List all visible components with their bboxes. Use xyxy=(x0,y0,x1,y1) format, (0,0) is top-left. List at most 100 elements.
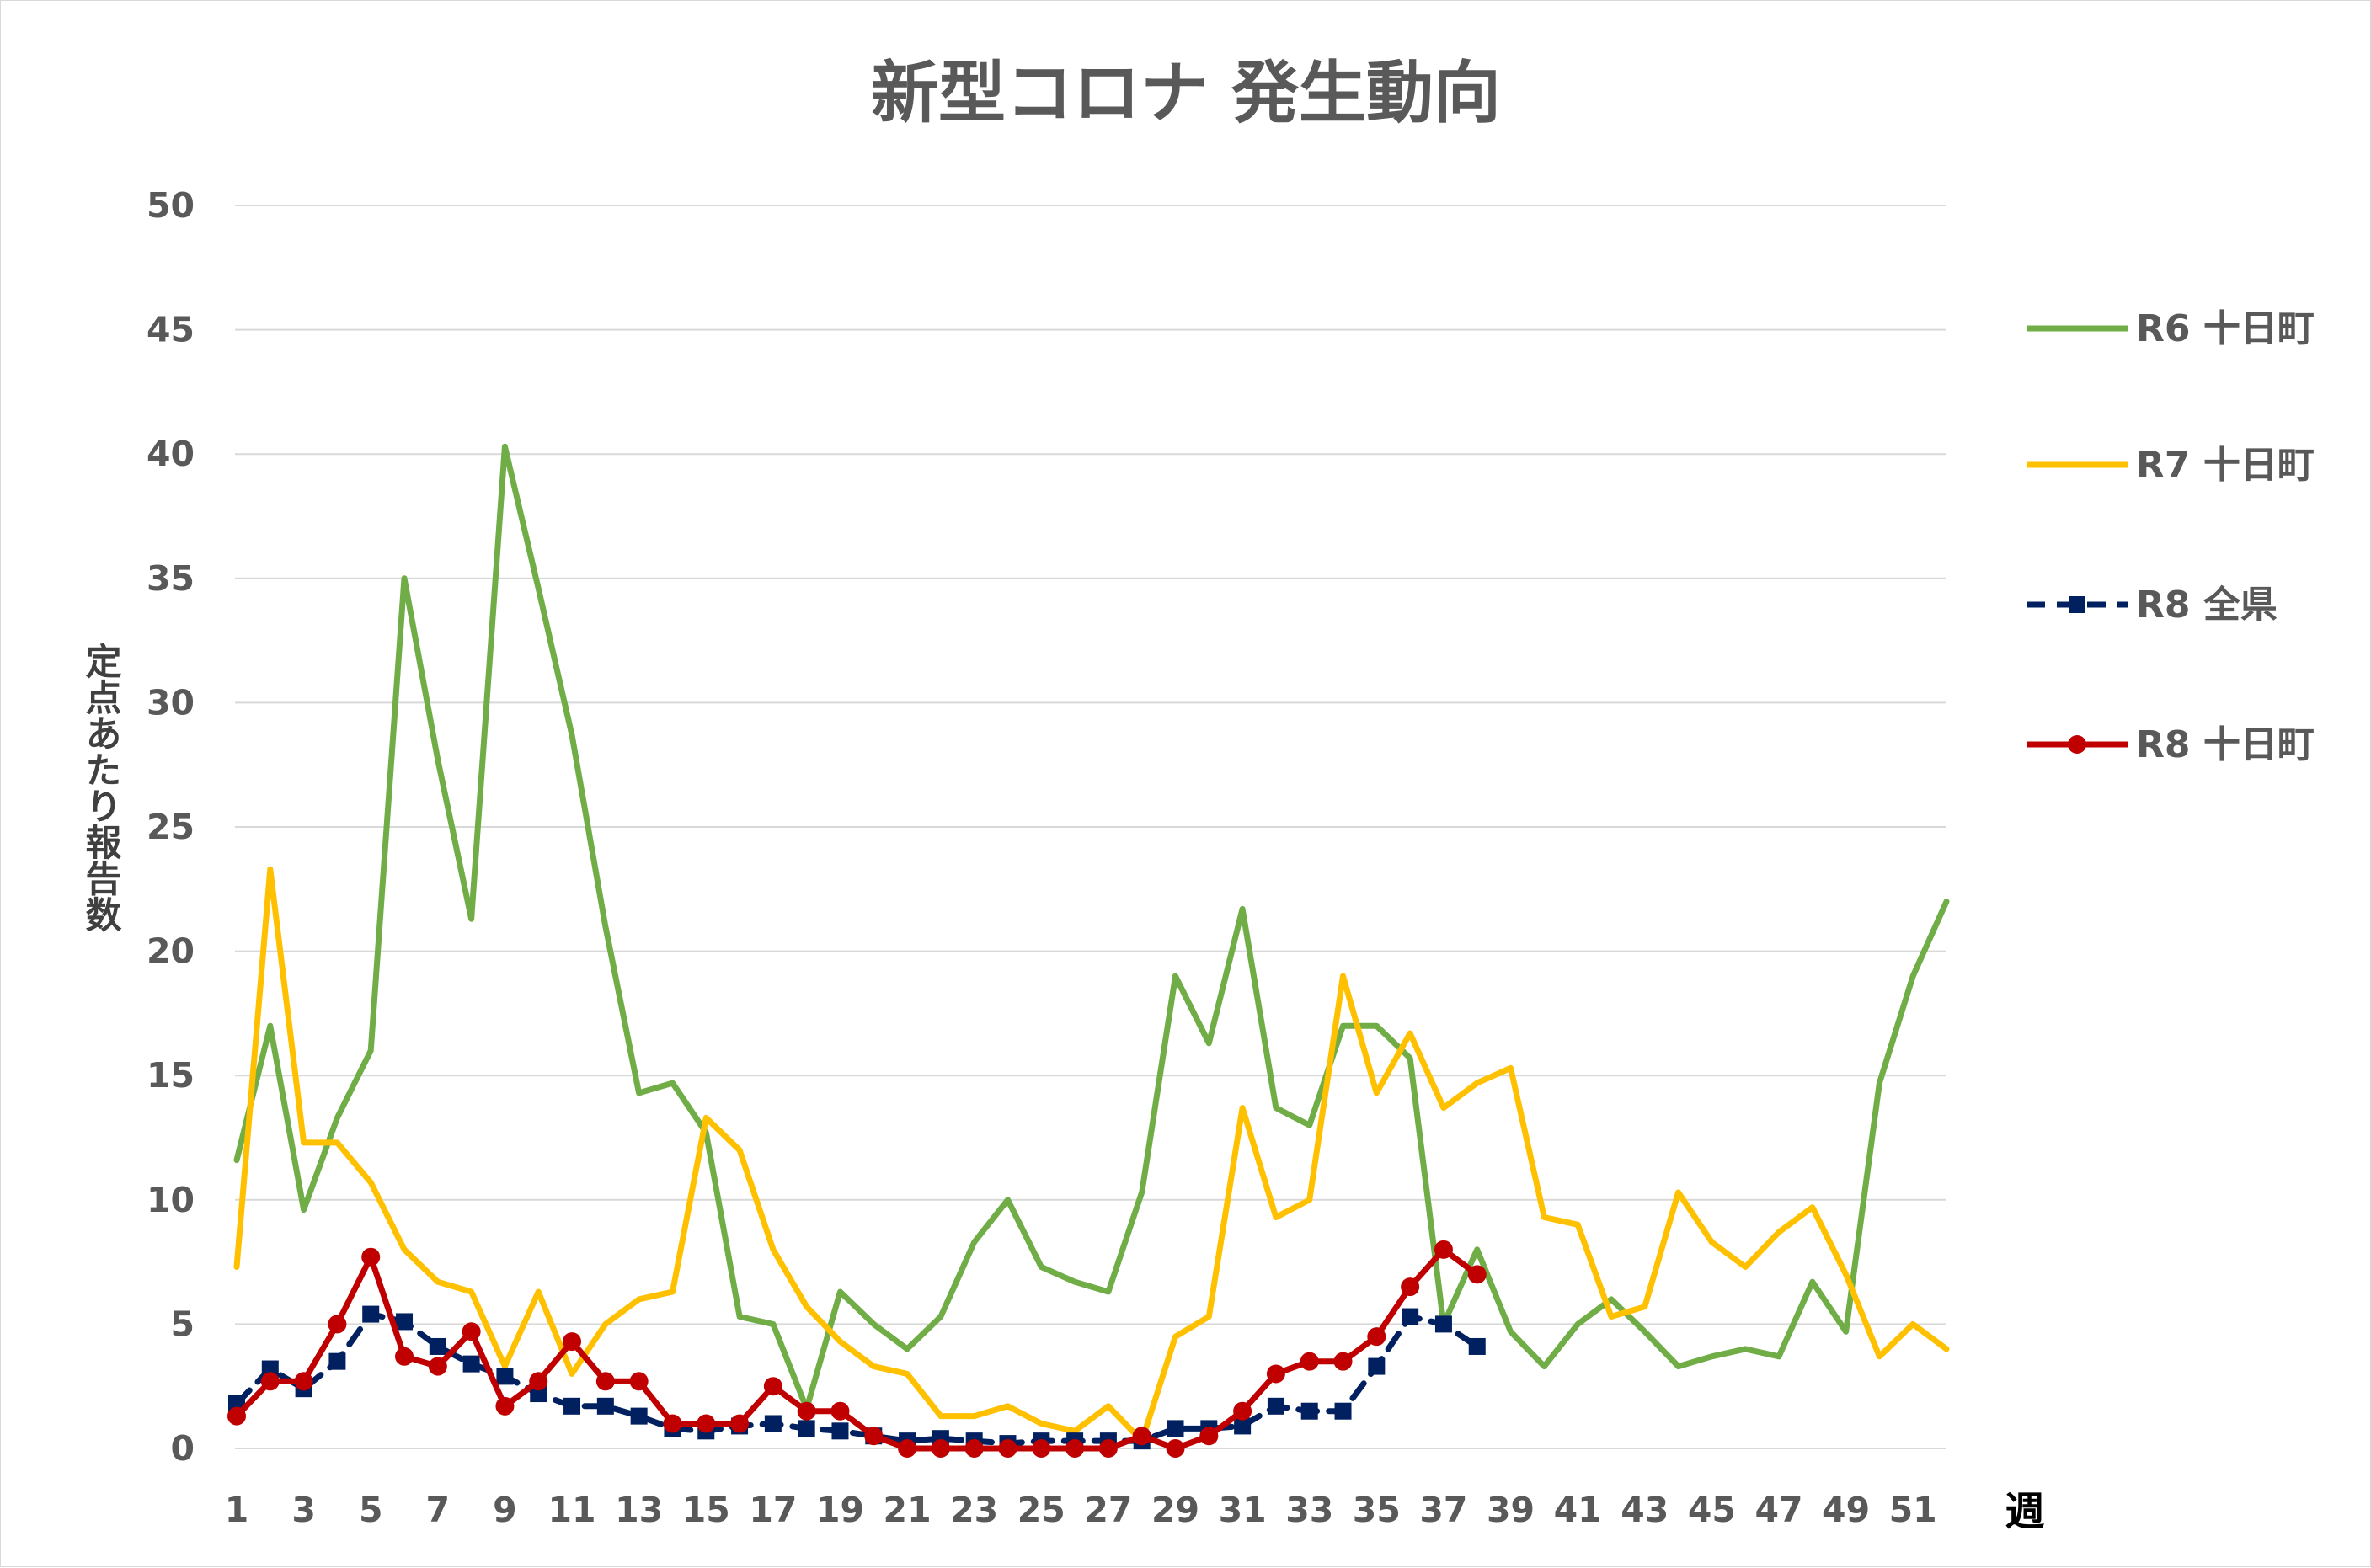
x-tick-label: 21 xyxy=(884,1490,932,1530)
legend-label: R6 十日町 xyxy=(2136,307,2315,350)
legend-item: R8 全県 xyxy=(2027,584,2278,627)
data-point xyxy=(1367,1327,1386,1347)
data-point xyxy=(362,1305,380,1323)
data-point xyxy=(998,1439,1017,1458)
data-point xyxy=(1434,1315,1452,1333)
y-axis-label: 定点あたり報告数 xyxy=(79,643,122,932)
x-tick-label: 13 xyxy=(615,1490,663,1530)
data-point xyxy=(227,1406,246,1426)
x-tick-label: 43 xyxy=(1621,1490,1669,1530)
x-tick-label: 51 xyxy=(1889,1490,1937,1530)
data-point xyxy=(931,1439,950,1458)
y-tick-label: 35 xyxy=(147,558,195,599)
data-point xyxy=(529,1372,548,1391)
y-tick-label: 0 xyxy=(170,1428,195,1469)
x-tick-label: 7 xyxy=(426,1490,451,1530)
legend: R6 十日町 R7 十日町 R8 全県 R8 十日町 xyxy=(2027,307,2315,766)
legend-label: R7 十日町 xyxy=(2136,444,2315,487)
data-point xyxy=(428,1357,447,1376)
legend-marker xyxy=(2068,735,2086,754)
y-tick-label: 5 xyxy=(170,1304,195,1344)
legend-item: R6 十日町 xyxy=(2027,307,2315,350)
series-line xyxy=(233,866,1950,1444)
series-2 xyxy=(228,1305,1486,1453)
data-point xyxy=(730,1414,750,1433)
x-tick-label: 41 xyxy=(1554,1490,1602,1530)
data-point xyxy=(563,1397,581,1415)
data-point xyxy=(1234,1417,1252,1435)
series-1 xyxy=(233,866,1950,1444)
x-tick-label: 23 xyxy=(950,1490,998,1530)
x-tick-label: 37 xyxy=(1419,1490,1467,1530)
data-point xyxy=(294,1372,313,1391)
x-tick-label: 29 xyxy=(1151,1490,1199,1530)
data-point xyxy=(328,1352,346,1370)
y-tick-label: 25 xyxy=(147,807,195,847)
data-point xyxy=(864,1427,884,1446)
y-tick-label: 50 xyxy=(147,185,195,226)
legend-item: R7 十日町 xyxy=(2027,444,2315,487)
data-point xyxy=(1032,1439,1051,1458)
data-point xyxy=(1166,1439,1185,1458)
data-point xyxy=(1167,1420,1184,1437)
x-tick-label: 49 xyxy=(1822,1490,1870,1530)
data-point xyxy=(1468,1337,1486,1355)
data-point xyxy=(830,1401,850,1421)
series-line xyxy=(233,1246,1481,1452)
data-point xyxy=(596,1397,614,1415)
x-tick-label: 1 xyxy=(225,1490,249,1530)
data-point xyxy=(361,1247,381,1267)
gridlines xyxy=(235,205,1946,1449)
y-tick-label: 15 xyxy=(147,1055,195,1096)
data-point xyxy=(764,1415,782,1432)
data-point xyxy=(1467,1265,1487,1284)
y-tick-label: 30 xyxy=(147,682,195,723)
data-point xyxy=(831,1422,849,1440)
data-point xyxy=(595,1372,615,1391)
y-axis-ticks: 0 5 10 15 20 25 30 35 40 45 50 xyxy=(147,185,195,1469)
data-point xyxy=(663,1414,682,1433)
data-point xyxy=(629,1372,649,1391)
x-tick-label: 19 xyxy=(816,1490,864,1530)
data-point xyxy=(898,1439,917,1458)
data-point xyxy=(630,1407,648,1425)
data-point xyxy=(1434,1240,1453,1259)
x-tick-label: 15 xyxy=(682,1490,730,1530)
data-point xyxy=(462,1355,480,1373)
data-point xyxy=(1333,1352,1353,1371)
x-tick-label: 27 xyxy=(1084,1490,1132,1530)
legend-label: R8 全県 xyxy=(2136,584,2278,627)
data-point xyxy=(763,1377,782,1396)
x-tick-label: 17 xyxy=(749,1490,797,1530)
data-point xyxy=(563,1332,582,1352)
data-point xyxy=(964,1439,984,1458)
data-point xyxy=(260,1372,280,1391)
x-tick-label: 35 xyxy=(1353,1490,1401,1530)
data-point xyxy=(697,1414,716,1433)
data-point xyxy=(495,1396,515,1416)
y-tick-label: 20 xyxy=(147,931,195,972)
data-point xyxy=(797,1401,816,1421)
x-tick-label: 3 xyxy=(291,1490,316,1530)
x-tick-label: 5 xyxy=(359,1490,383,1530)
data-point xyxy=(1098,1439,1118,1458)
data-point xyxy=(496,1368,514,1385)
data-point xyxy=(1402,1308,1419,1325)
series-layer xyxy=(227,443,1950,1458)
x-tick-label: 47 xyxy=(1754,1490,1802,1530)
x-tick-label: 31 xyxy=(1219,1490,1267,1530)
data-point xyxy=(1132,1427,1151,1446)
x-tick-label: 25 xyxy=(1017,1490,1065,1530)
data-point xyxy=(328,1315,347,1334)
data-point xyxy=(1300,1352,1319,1371)
data-point xyxy=(1267,1397,1284,1415)
data-point xyxy=(1401,1277,1420,1297)
x-tick-label: 45 xyxy=(1688,1490,1736,1530)
data-point xyxy=(1233,1401,1252,1421)
data-point xyxy=(1368,1357,1386,1375)
series-line xyxy=(233,443,1950,1412)
series-0 xyxy=(233,443,1950,1412)
data-point xyxy=(395,1347,414,1366)
